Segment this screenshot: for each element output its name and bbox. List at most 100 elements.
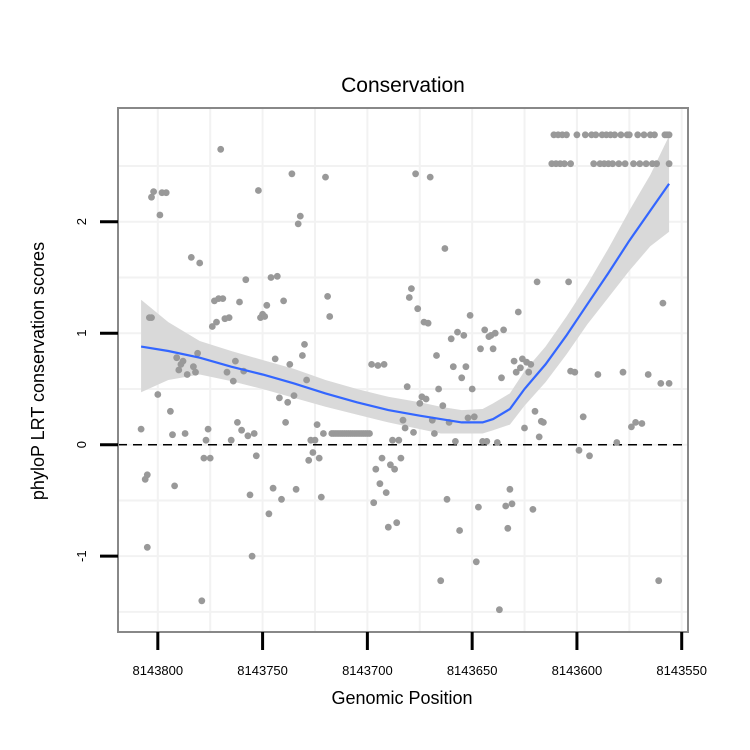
x-tick-label: 8143650: [447, 663, 498, 678]
data-point: [466, 312, 474, 319]
x-tick-label: 8143550: [656, 663, 707, 678]
data-point: [156, 211, 164, 219]
data-point: [194, 349, 202, 357]
data-point: [504, 524, 512, 532]
data-point: [454, 328, 461, 336]
data-point: [653, 160, 660, 168]
data-point: [229, 377, 237, 385]
data-point: [169, 431, 176, 439]
data-point: [236, 298, 243, 306]
data-point: [288, 170, 296, 178]
data-point: [531, 407, 539, 415]
data-point: [213, 318, 220, 326]
data-point: [452, 438, 459, 445]
data-point: [506, 485, 514, 493]
data-point: [393, 519, 401, 527]
data-point: [150, 188, 158, 196]
data-point: [265, 510, 273, 518]
data-point: [232, 357, 239, 365]
data-point: [276, 394, 283, 402]
y-tick-label: -1: [74, 550, 89, 562]
data-point: [303, 376, 310, 384]
data-point: [665, 380, 673, 387]
data-point: [238, 426, 246, 434]
data-point: [613, 439, 621, 446]
data-point: [399, 416, 407, 424]
y-axis: -1 0 1 2: [74, 218, 118, 562]
chart-title: Conservation: [341, 74, 465, 97]
data-point: [573, 131, 581, 139]
data-point: [586, 452, 593, 460]
data-point: [255, 187, 262, 194]
data-point: [472, 558, 480, 566]
data-point: [242, 276, 250, 284]
data-point: [410, 429, 417, 436]
data-point: [632, 419, 639, 426]
data-point: [267, 274, 275, 281]
data-point: [294, 220, 302, 228]
data-point: [619, 368, 627, 376]
data-point: [630, 160, 637, 168]
y-tick-label: 2: [74, 218, 89, 225]
data-point: [443, 495, 451, 503]
data-point: [143, 471, 151, 479]
confidence-band: [141, 135, 670, 434]
data-point: [426, 173, 434, 181]
data-point: [190, 363, 197, 371]
x-tick-label: 8143750: [237, 663, 288, 678]
data-point: [644, 371, 652, 378]
data-point: [324, 293, 331, 300]
data-point: [299, 352, 306, 359]
data-point: [309, 449, 317, 456]
loess-line: [140, 183, 671, 424]
data-point: [615, 160, 623, 168]
data-point: [642, 160, 650, 168]
data-point: [477, 345, 484, 353]
data-point: [502, 502, 510, 510]
data-point: [192, 368, 199, 376]
data-point: [391, 465, 398, 473]
data-point: [219, 295, 227, 302]
data-point: [301, 341, 308, 348]
data-point: [514, 308, 522, 316]
data-point: [380, 361, 388, 368]
data-point: [246, 491, 254, 499]
data-point: [196, 259, 204, 267]
data-point: [368, 361, 375, 368]
data-point: [208, 323, 216, 330]
data-point: [496, 606, 503, 614]
data-point: [317, 493, 325, 501]
data-point: [374, 362, 382, 369]
data-point: [500, 326, 507, 334]
data-point: [447, 335, 455, 343]
data-point: [290, 392, 298, 399]
data-point: [263, 301, 271, 309]
data-point: [248, 552, 256, 560]
data-point: [489, 345, 497, 353]
data-point: [148, 193, 155, 201]
data-point: [609, 160, 616, 168]
data-point: [217, 145, 225, 153]
data-point: [657, 380, 665, 387]
data-point: [521, 424, 528, 432]
data-point: [655, 577, 663, 585]
data-point: [470, 413, 478, 421]
data-point: [403, 383, 411, 391]
data-point: [540, 419, 547, 426]
data-point: [250, 430, 258, 437]
data-point: [175, 366, 183, 374]
data-point: [372, 465, 380, 473]
data-point: [202, 436, 210, 444]
y-tick-label: 1: [74, 330, 89, 337]
data-point: [198, 597, 206, 605]
data-point: [590, 160, 598, 168]
data-point: [384, 523, 392, 531]
data-point: [527, 361, 535, 368]
data-point: [223, 368, 231, 376]
x-tick-label: 8143800: [133, 663, 184, 678]
data-point: [414, 305, 422, 313]
data-point: [395, 436, 403, 444]
data-point: [535, 433, 543, 441]
x-axis-title: Genomic Position: [331, 688, 472, 708]
data-point: [292, 485, 300, 493]
